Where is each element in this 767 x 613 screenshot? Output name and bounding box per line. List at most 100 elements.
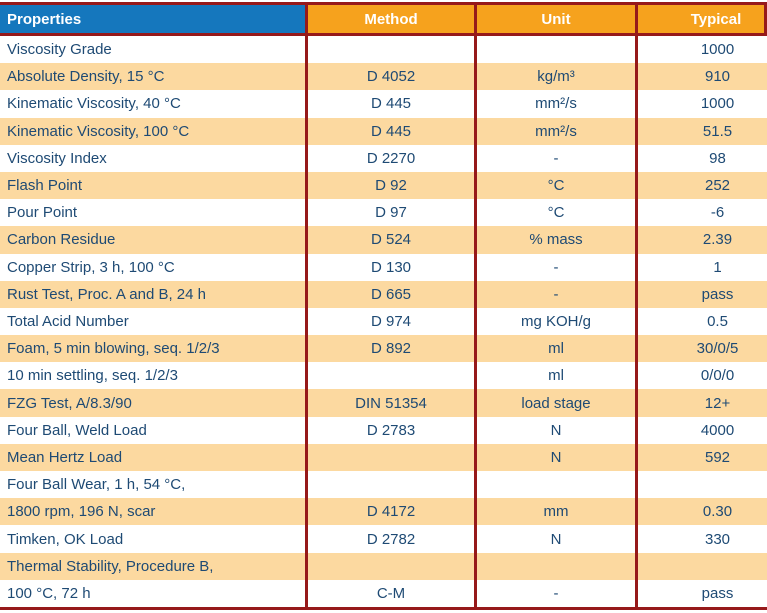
method-cell: D 524	[305, 226, 474, 254]
table-row: Timken, OK Load D 2782 N 330	[0, 525, 767, 553]
method-cell	[305, 36, 474, 64]
property-cell: 10 min settling, seq. 1/2/3	[7, 367, 178, 385]
method-cell	[305, 552, 474, 580]
table-row: Viscosity Grade 1000	[0, 36, 767, 64]
typical-cell	[635, 552, 767, 580]
table-row: Kinematic Viscosity, 40 °C D 445 mm²/s 1000	[0, 90, 767, 118]
unit-cell: ml	[474, 335, 635, 363]
method-cell	[305, 471, 474, 499]
header-bottom-border	[0, 33, 767, 36]
typical-cell: 1	[635, 253, 767, 281]
unit-cell	[474, 471, 635, 499]
property-cell: Absolute Density, 15 °C	[7, 68, 165, 86]
property-cell: 100 °C, 72 h	[7, 584, 91, 602]
typical-cell: 1000	[635, 36, 767, 64]
unit-cell	[474, 36, 635, 64]
property-cell: Four Ball Wear, 1 h, 54 °C,	[7, 476, 186, 494]
typical-cell: 0/0/0	[635, 362, 767, 390]
method-cell: D 2783	[305, 416, 474, 444]
property-cell: Mean Hertz Load	[7, 448, 123, 466]
typical-cell: 30/0/5	[635, 335, 767, 363]
table-row: 100 °C, 72 h C-M - pass	[0, 579, 767, 607]
method-cell: D 892	[305, 335, 474, 363]
unit-cell: mg KOH/g	[474, 307, 635, 336]
typical-cell: 252	[635, 171, 767, 200]
table-row: FZG Test, A/8.3/90 DIN 51354 load stage 12+	[0, 389, 767, 417]
method-cell: D 974	[305, 307, 474, 336]
property-cell: Total Acid Number	[7, 312, 129, 330]
unit-cell: -	[474, 144, 635, 172]
property-cell: 1800 rpm, 196 N, scar	[7, 503, 156, 521]
column-header-unit: Unit	[474, 5, 635, 33]
property-cell: Four Ball, Weld Load	[7, 421, 147, 439]
table-row: Mean Hertz Load N 592	[0, 443, 767, 472]
unit-cell: N	[474, 525, 635, 553]
typical-cell	[635, 471, 767, 499]
column-header-properties: Properties	[0, 5, 305, 33]
property-cell: Viscosity Index	[7, 149, 107, 167]
method-cell: D 92	[305, 171, 474, 200]
column-header-typical: Typical	[635, 5, 767, 33]
method-cell: D 4172	[305, 498, 474, 526]
typical-cell: 592	[635, 443, 767, 472]
method-cell: D 4052	[305, 63, 474, 91]
table-row: Rust Test, Proc. A and B, 24 h D 665- pass	[0, 280, 767, 308]
unit-cell: -	[474, 253, 635, 281]
table-row: Four Ball Wear, 1 h, 54 °C,	[0, 471, 767, 499]
unit-cell: mm²/s	[474, 117, 635, 145]
table-row: Copper Strip, 3 h, 100 °C D 130-1	[0, 253, 767, 281]
property-cell: Rust Test, Proc. A and B, 24 h	[7, 285, 207, 303]
typical-cell: 12+	[635, 389, 767, 417]
typical-cell: 1000	[635, 90, 767, 118]
typical-cell: 910	[635, 63, 767, 91]
unit-cell: mm²/s	[474, 90, 635, 118]
table-body: Viscosity Grade 1000 Absolute Density, 15 …	[0, 36, 767, 607]
typical-cell: pass	[635, 280, 767, 308]
property-cell: Kinematic Viscosity, 40 °C	[7, 95, 181, 113]
unit-cell: °C	[474, 199, 635, 227]
method-cell: C-M	[305, 579, 474, 607]
method-cell	[305, 443, 474, 472]
table-header-row: Properties Method Unit Typical	[0, 5, 767, 33]
unit-cell: -	[474, 280, 635, 308]
property-cell: Carbon Residue	[7, 231, 116, 249]
unit-cell: ml	[474, 362, 635, 390]
table-top-border	[0, 2, 767, 5]
typical-cell: 330	[635, 525, 767, 553]
property-cell: Thermal Stability, Procedure B,	[7, 557, 214, 575]
unit-cell: kg/m³	[474, 63, 635, 91]
table-bottom-border	[0, 607, 767, 610]
property-cell: Foam, 5 min blowing, seq. 1/2/3	[7, 340, 220, 358]
method-cell: D 130	[305, 253, 474, 281]
table-row: Viscosity Index D 2270-98	[0, 144, 767, 172]
typical-cell: 51.5	[635, 117, 767, 145]
unit-cell: °C	[474, 171, 635, 200]
table-row: Absolute Density, 15 °C D 4052 kg/m³ 910	[0, 63, 767, 91]
method-cell: D 2782	[305, 525, 474, 553]
table-row: Flash Point D 92 °C 252	[0, 171, 767, 200]
property-cell: Pour Point	[7, 204, 78, 222]
table-row: 10 min settling, seq. 1/2/3 ml 0/0/0	[0, 362, 767, 390]
unit-cell: % mass	[474, 226, 635, 254]
method-cell: DIN 51354	[305, 389, 474, 417]
property-cell: Flash Point	[7, 177, 83, 195]
table-row: Foam, 5 min blowing, seq. 1/2/3 D 892 ml 30…	[0, 335, 767, 363]
method-cell	[305, 362, 474, 390]
table-row: Pour Point D 97 °C -6	[0, 199, 767, 227]
table-row: Four Ball, Weld Load D 2783 N 4000	[0, 416, 767, 444]
table-row: Thermal Stability, Procedure B,	[0, 552, 767, 580]
unit-cell: N	[474, 416, 635, 444]
unit-cell: load stage	[474, 389, 635, 417]
property-cell: Timken, OK Load	[7, 530, 124, 548]
unit-cell: mm	[474, 498, 635, 526]
column-header-method: Method	[305, 5, 474, 33]
property-cell: Kinematic Viscosity, 100 °C	[7, 122, 190, 140]
method-cell: D 665	[305, 280, 474, 308]
typical-cell: 0.5	[635, 307, 767, 336]
method-cell: D 97	[305, 199, 474, 227]
unit-cell: -	[474, 579, 635, 607]
typical-cell: 0.30	[635, 498, 767, 526]
table-row: Kinematic Viscosity, 100 °C D 445 mm²/s 51.…	[0, 117, 767, 145]
table-row: Carbon Residue D 524% mass 2.39	[0, 226, 767, 254]
